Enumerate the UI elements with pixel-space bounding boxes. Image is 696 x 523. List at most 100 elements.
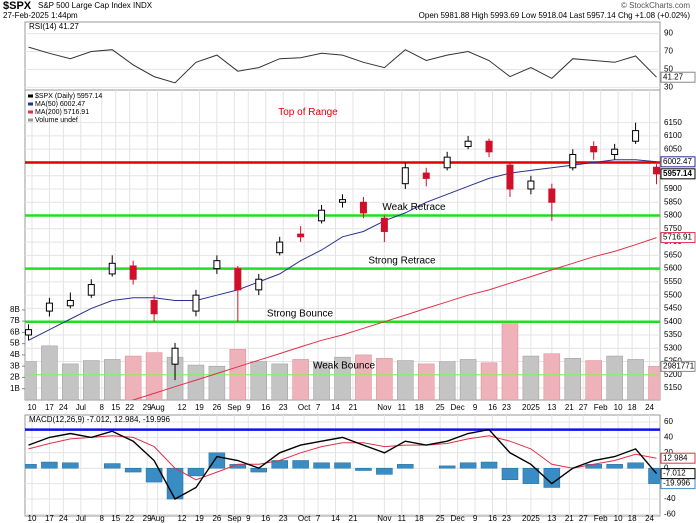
x-tick-label: 11 [398, 403, 407, 412]
histogram-bar [606, 464, 623, 469]
legend-label: $SPX (Daily) 5957.14 [35, 93, 102, 100]
value-tag [660, 360, 696, 372]
volume-bar [355, 354, 372, 400]
y-tick-label: 90 [664, 29, 673, 38]
x-tick-label: 14 [331, 403, 340, 412]
x-tick-label: 23 [279, 403, 288, 412]
y-tick-label: 5850 [664, 197, 682, 206]
x-tick-label: Sep [227, 514, 242, 523]
x-tick-label: Sep [227, 403, 242, 412]
y-tick-label: 5650 [664, 250, 682, 259]
value-tag-label: 5957.14 [663, 169, 692, 178]
x-tick-label: 16 [488, 514, 497, 523]
legend-label: MA(50) 6002.47 [35, 101, 85, 108]
y-tick-label: 5300 [664, 343, 682, 352]
candle-body [506, 164, 514, 190]
candle-body [66, 299, 74, 307]
x-tick-label: 10 [28, 403, 37, 412]
volume-bar [627, 359, 644, 400]
value-tag-label: 41.27 [663, 72, 684, 81]
x-tick-label: 24 [645, 514, 654, 523]
histogram-bar [124, 467, 142, 473]
level-label: Weak Bounce [313, 360, 376, 371]
volume-bar [124, 355, 142, 400]
histogram-bar [522, 467, 540, 484]
x-tick-label: 10 [614, 403, 623, 412]
x-tick-label: 13 [547, 514, 556, 523]
x-tick-label: 9 [473, 403, 478, 412]
y-tick-label: 50 [664, 65, 673, 74]
histogram-bar [438, 465, 456, 469]
macd-plot [25, 428, 660, 500]
x-tick-label: 7 [316, 403, 321, 412]
line-series [28, 435, 657, 481]
x-tick-label: 16 [488, 403, 497, 412]
value-tag-label: -7.012 [663, 469, 686, 478]
x-tick-label: 18 [628, 514, 637, 523]
candle-body [611, 148, 619, 155]
level-label: Top of Range [278, 107, 338, 118]
y2-tick-label: 4B [10, 350, 20, 359]
x-tick-label: 21 [565, 514, 574, 523]
y-tick-label: 6100 [664, 131, 682, 140]
candle-body [129, 265, 137, 280]
y-tick-label: 5550 [664, 277, 682, 286]
y-tick-label: 6050 [664, 144, 682, 153]
candle-body [464, 140, 472, 148]
histogram-bar [459, 462, 477, 469]
line-series [28, 46, 657, 84]
volume-bar [501, 320, 519, 400]
x-tick-label: 15 [111, 403, 120, 412]
value-tag [660, 156, 696, 168]
y-tick-label: 60 [664, 417, 673, 426]
x-tick-label: 13 [547, 403, 556, 412]
y-tick-label: -40 [664, 494, 676, 503]
x-tick-label: Feb [594, 514, 608, 523]
histogram-bar [103, 463, 121, 469]
candle-body [150, 299, 158, 315]
value-tag [660, 468, 696, 480]
histogram-bar [25, 464, 37, 469]
volume-bar [397, 360, 414, 400]
value-tag-label: 6002.47 [663, 157, 692, 166]
x-tick-label: 18 [415, 403, 424, 412]
candle-body [359, 201, 367, 214]
candle-body [276, 241, 284, 254]
volume-bar [376, 358, 393, 400]
y-tick-label: 30 [664, 82, 673, 91]
y-tick-label: 5800 [664, 211, 682, 220]
x-tick-label: 16 [261, 403, 270, 412]
histogram-bar [355, 467, 372, 471]
level-label: Strong Bounce [267, 308, 334, 319]
legend-label: Volume undef [35, 117, 78, 124]
x-tick-label: Oct [298, 403, 311, 412]
value-tag [660, 168, 696, 180]
y2-tick-label: 6B [10, 327, 20, 336]
candle-body [569, 153, 577, 169]
x-tick-label: Dec [451, 514, 465, 523]
y-tick-label: 20 [664, 448, 673, 457]
candle-body [108, 262, 116, 275]
value-tag-label: 2981771 [663, 361, 695, 370]
index-name: S&P 500 Large Cap Index INDX [38, 1, 153, 10]
value-tag [660, 71, 696, 83]
x-tick-label: 12 [178, 514, 187, 523]
x-tick-label: Nov [377, 514, 391, 523]
y2-tick-label: 8B [10, 305, 20, 314]
x-tick-label: 8 [100, 403, 105, 412]
volume-bar [648, 366, 660, 400]
legend-swatch [28, 110, 33, 114]
y-tick-label: 5400 [664, 317, 682, 326]
y-tick-label: 5600 [664, 264, 682, 273]
candle-body [590, 146, 598, 153]
volume-bar [313, 362, 330, 400]
y-tick-label: 6150 [664, 118, 682, 127]
histogram-bar [334, 462, 351, 469]
x-tick-label: 2025 [522, 514, 540, 523]
x-tick-label: 12 [178, 403, 187, 412]
x-tick-label: 21 [349, 514, 358, 523]
level-label: Strong Retrace [368, 255, 436, 266]
x-tick-label: 27 [579, 403, 588, 412]
candle-body [213, 260, 221, 270]
candle-body [234, 268, 242, 291]
